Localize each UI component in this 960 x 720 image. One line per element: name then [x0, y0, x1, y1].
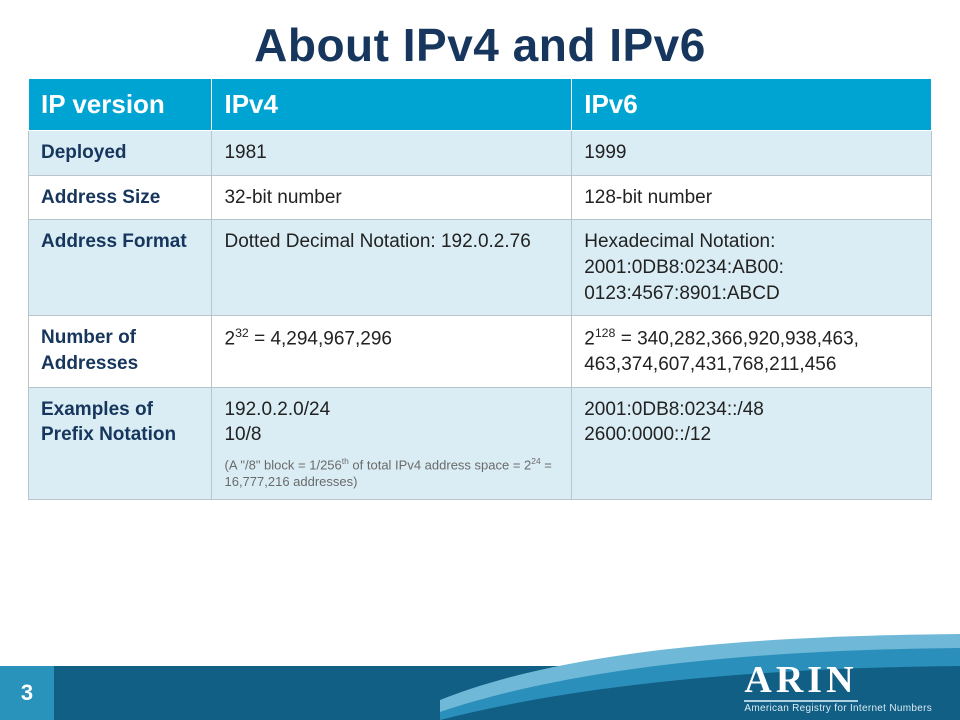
page-number: 3	[21, 680, 33, 706]
row-label: Address Size	[29, 175, 212, 220]
table-row: Number of Addresses 232 = 4,294,967,296 …	[29, 316, 932, 388]
slide-title: About IPv4 and IPv6	[0, 0, 960, 78]
cell-ipv6: Hexadecimal Notation: 2001:0DB8:0234:AB0…	[572, 220, 932, 316]
comparison-table-wrap: IP version IPv4 IPv6 Deployed 1981 1999 …	[0, 78, 960, 500]
cell-ipv6: 2001:0DB8:0234::/482600:0000::/12	[572, 387, 932, 499]
cell-ipv4: 232 = 4,294,967,296	[212, 316, 572, 388]
cell-ipv4: 1981	[212, 131, 572, 176]
cell-ipv4: 32-bit number	[212, 175, 572, 220]
row-label: Number of Addresses	[29, 316, 212, 388]
col-header-ipv4: IPv4	[212, 79, 572, 131]
page-number-box: 3	[0, 666, 54, 720]
table-row: Examples of Prefix Notation 192.0.2.0/24…	[29, 387, 932, 499]
cell-ipv6: 128-bit number	[572, 175, 932, 220]
table-header-row: IP version IPv4 IPv6	[29, 79, 932, 131]
col-header-ipv6: IPv6	[572, 79, 932, 131]
arin-tagline: American Registry for Internet Numbers	[744, 704, 932, 714]
table-row: Address Size 32-bit number 128-bit numbe…	[29, 175, 932, 220]
row-label: Examples of Prefix Notation	[29, 387, 212, 499]
comparison-table: IP version IPv4 IPv6 Deployed 1981 1999 …	[28, 78, 932, 500]
slide: About IPv4 and IPv6 IP version IPv4 IPv6…	[0, 0, 960, 720]
arin-logo-text: ARIN	[744, 661, 857, 702]
table-row: Address Format Dotted Decimal Notation: …	[29, 220, 932, 316]
cell-ipv4: Dotted Decimal Notation: 192.0.2.76	[212, 220, 572, 316]
arin-logo: ARIN American Registry for Internet Numb…	[744, 661, 932, 714]
cell-ipv4: 192.0.2.0/2410/8(A "/8" block = 1/256th …	[212, 387, 572, 499]
table-body: Deployed 1981 1999 Address Size 32-bit n…	[29, 131, 932, 500]
table-row: Deployed 1981 1999	[29, 131, 932, 176]
cell-ipv6: 1999	[572, 131, 932, 176]
cell-ipv6: 2128 = 340,282,366,920,938,463, 463,374,…	[572, 316, 932, 388]
row-label: Address Format	[29, 220, 212, 316]
col-header-ipversion: IP version	[29, 79, 212, 131]
row-label: Deployed	[29, 131, 212, 176]
